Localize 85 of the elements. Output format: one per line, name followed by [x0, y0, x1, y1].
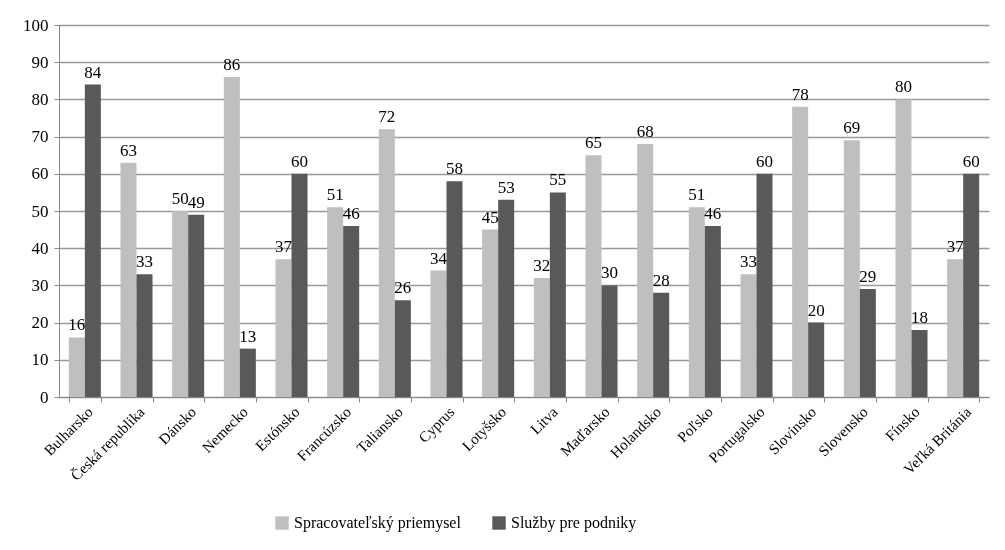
data-label: 55 — [549, 170, 567, 190]
data-label: 68 — [636, 122, 654, 142]
data-label: 30 — [601, 263, 619, 283]
bar — [446, 181, 463, 397]
bar — [843, 140, 860, 397]
data-label: 34 — [429, 248, 448, 268]
bar — [430, 270, 447, 397]
data-label: 78 — [791, 84, 809, 104]
bar — [859, 289, 876, 397]
bar — [223, 77, 240, 397]
bar — [756, 173, 773, 397]
y-tick-label: 20 — [31, 313, 49, 333]
legend-label: Služby pre podniky — [511, 514, 637, 532]
bar — [84, 84, 101, 397]
data-label: 46 — [704, 203, 722, 223]
data-label: 13 — [239, 326, 257, 346]
data-label: 53 — [497, 177, 515, 197]
data-label: 51 — [326, 185, 344, 205]
data-label: 86 — [223, 55, 241, 75]
bar — [188, 214, 205, 397]
data-label: 60 — [291, 151, 309, 171]
y-tick-label: 60 — [31, 164, 49, 184]
bar — [637, 144, 654, 397]
y-tick-label: 40 — [31, 238, 49, 258]
data-label: 72 — [378, 107, 396, 127]
bar — [895, 99, 912, 397]
data-label: 33 — [739, 252, 757, 272]
data-label: 60 — [756, 151, 774, 171]
y-tick-label: 0 — [40, 387, 49, 407]
data-label: 46 — [342, 203, 360, 223]
data-label: 63 — [119, 140, 137, 160]
y-tick-label: 30 — [31, 275, 49, 295]
bar — [291, 173, 308, 397]
data-label: 49 — [187, 192, 205, 212]
data-label: 18 — [911, 308, 929, 328]
bar — [947, 259, 964, 397]
data-label: 60 — [962, 151, 980, 171]
legend-label: Spracovateľský priemysel — [294, 514, 462, 532]
bar — [601, 285, 618, 397]
y-tick-label: 50 — [31, 201, 49, 221]
data-label: 80 — [894, 77, 912, 97]
bar — [136, 274, 153, 397]
bar — [394, 300, 411, 397]
bar — [239, 348, 256, 397]
data-label: 84 — [84, 62, 102, 82]
bar — [549, 192, 566, 397]
bar — [911, 330, 928, 397]
data-label: 26 — [394, 278, 412, 298]
data-label: 45 — [481, 207, 499, 227]
y-tick-label: 80 — [31, 89, 49, 109]
data-label: 29 — [859, 267, 877, 287]
y-tick-label: 90 — [31, 52, 49, 72]
bar — [275, 259, 292, 397]
data-label: 28 — [652, 270, 670, 290]
data-label: 20 — [807, 300, 825, 320]
bar — [498, 199, 515, 397]
bar — [585, 155, 602, 397]
data-label: 51 — [688, 185, 706, 205]
bar — [963, 173, 980, 397]
bar — [688, 207, 705, 397]
y-tick-label: 70 — [31, 127, 49, 147]
data-label: 58 — [446, 159, 464, 179]
y-tick-label: 10 — [31, 350, 49, 370]
bar — [68, 337, 85, 397]
bar — [653, 292, 670, 397]
bar — [482, 229, 499, 397]
data-label: 65 — [584, 133, 602, 153]
data-label: 50 — [171, 189, 189, 208]
bar — [327, 207, 344, 397]
bar — [740, 274, 757, 397]
data-label: 33 — [136, 252, 154, 272]
bar — [704, 225, 721, 397]
bar — [808, 322, 825, 397]
data-label: 69 — [843, 118, 861, 138]
bar — [792, 106, 809, 397]
bar — [533, 277, 550, 397]
y-tick-label: 100 — [23, 15, 49, 35]
data-label: 37 — [274, 237, 293, 257]
bar — [120, 162, 137, 397]
data-label: 16 — [68, 315, 86, 335]
bar — [343, 225, 360, 397]
data-label: 37 — [946, 237, 965, 257]
data-label: 32 — [533, 255, 551, 275]
bar — [378, 129, 395, 397]
bar — [172, 211, 189, 397]
